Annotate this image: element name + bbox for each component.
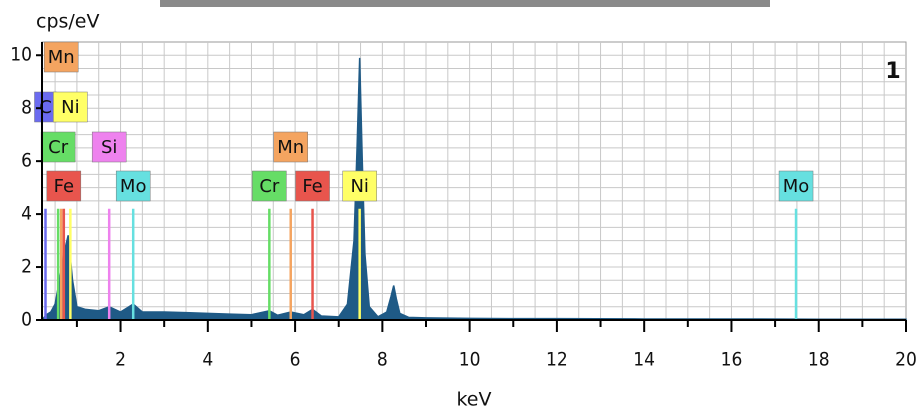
y-tick-label: 2: [21, 256, 32, 278]
element-label: Mn: [277, 137, 304, 158]
element-label: Mo: [783, 176, 810, 197]
element-label: Cr: [259, 176, 280, 197]
grid: [42, 42, 906, 320]
annotation: 1: [885, 59, 900, 84]
y-tick-label: 10: [10, 44, 32, 66]
element-label: Fe: [302, 176, 322, 197]
x-tick-label: 2: [115, 349, 126, 371]
element-label: Ni: [350, 176, 368, 197]
x-tick-label: 20: [895, 349, 917, 371]
y-tick-label: 8: [21, 97, 32, 119]
plot-area: [42, 42, 906, 320]
x-tick-label: 18: [808, 349, 830, 371]
x-tick-label: 14: [633, 349, 655, 371]
y-tick-label: 4: [21, 203, 32, 225]
y-axis-label: cps/eV: [36, 11, 100, 33]
x-tick-label: 6: [290, 349, 301, 371]
y-tick-label: 0: [21, 309, 32, 331]
chart: MnCNiCrSiFeMoCrMnFeNiMo cps/eV keV 1 024…: [0, 0, 919, 416]
x-axis-label: keV: [456, 389, 491, 411]
x-tick-label: 4: [202, 349, 213, 371]
element-label: Fe: [54, 176, 74, 197]
image-strip: [160, 0, 770, 7]
element-label: Mn: [48, 47, 75, 68]
x-tick-label: 12: [546, 349, 568, 371]
y-tick-label: 6: [21, 150, 32, 172]
element-label: Ni: [61, 97, 79, 118]
element-label: Cr: [48, 137, 69, 158]
element-label: Mo: [120, 176, 147, 197]
x-tick-label: 16: [721, 349, 743, 371]
element-label: Si: [101, 137, 117, 158]
x-tick-label: 8: [377, 349, 388, 371]
x-tick-label: 10: [459, 349, 481, 371]
